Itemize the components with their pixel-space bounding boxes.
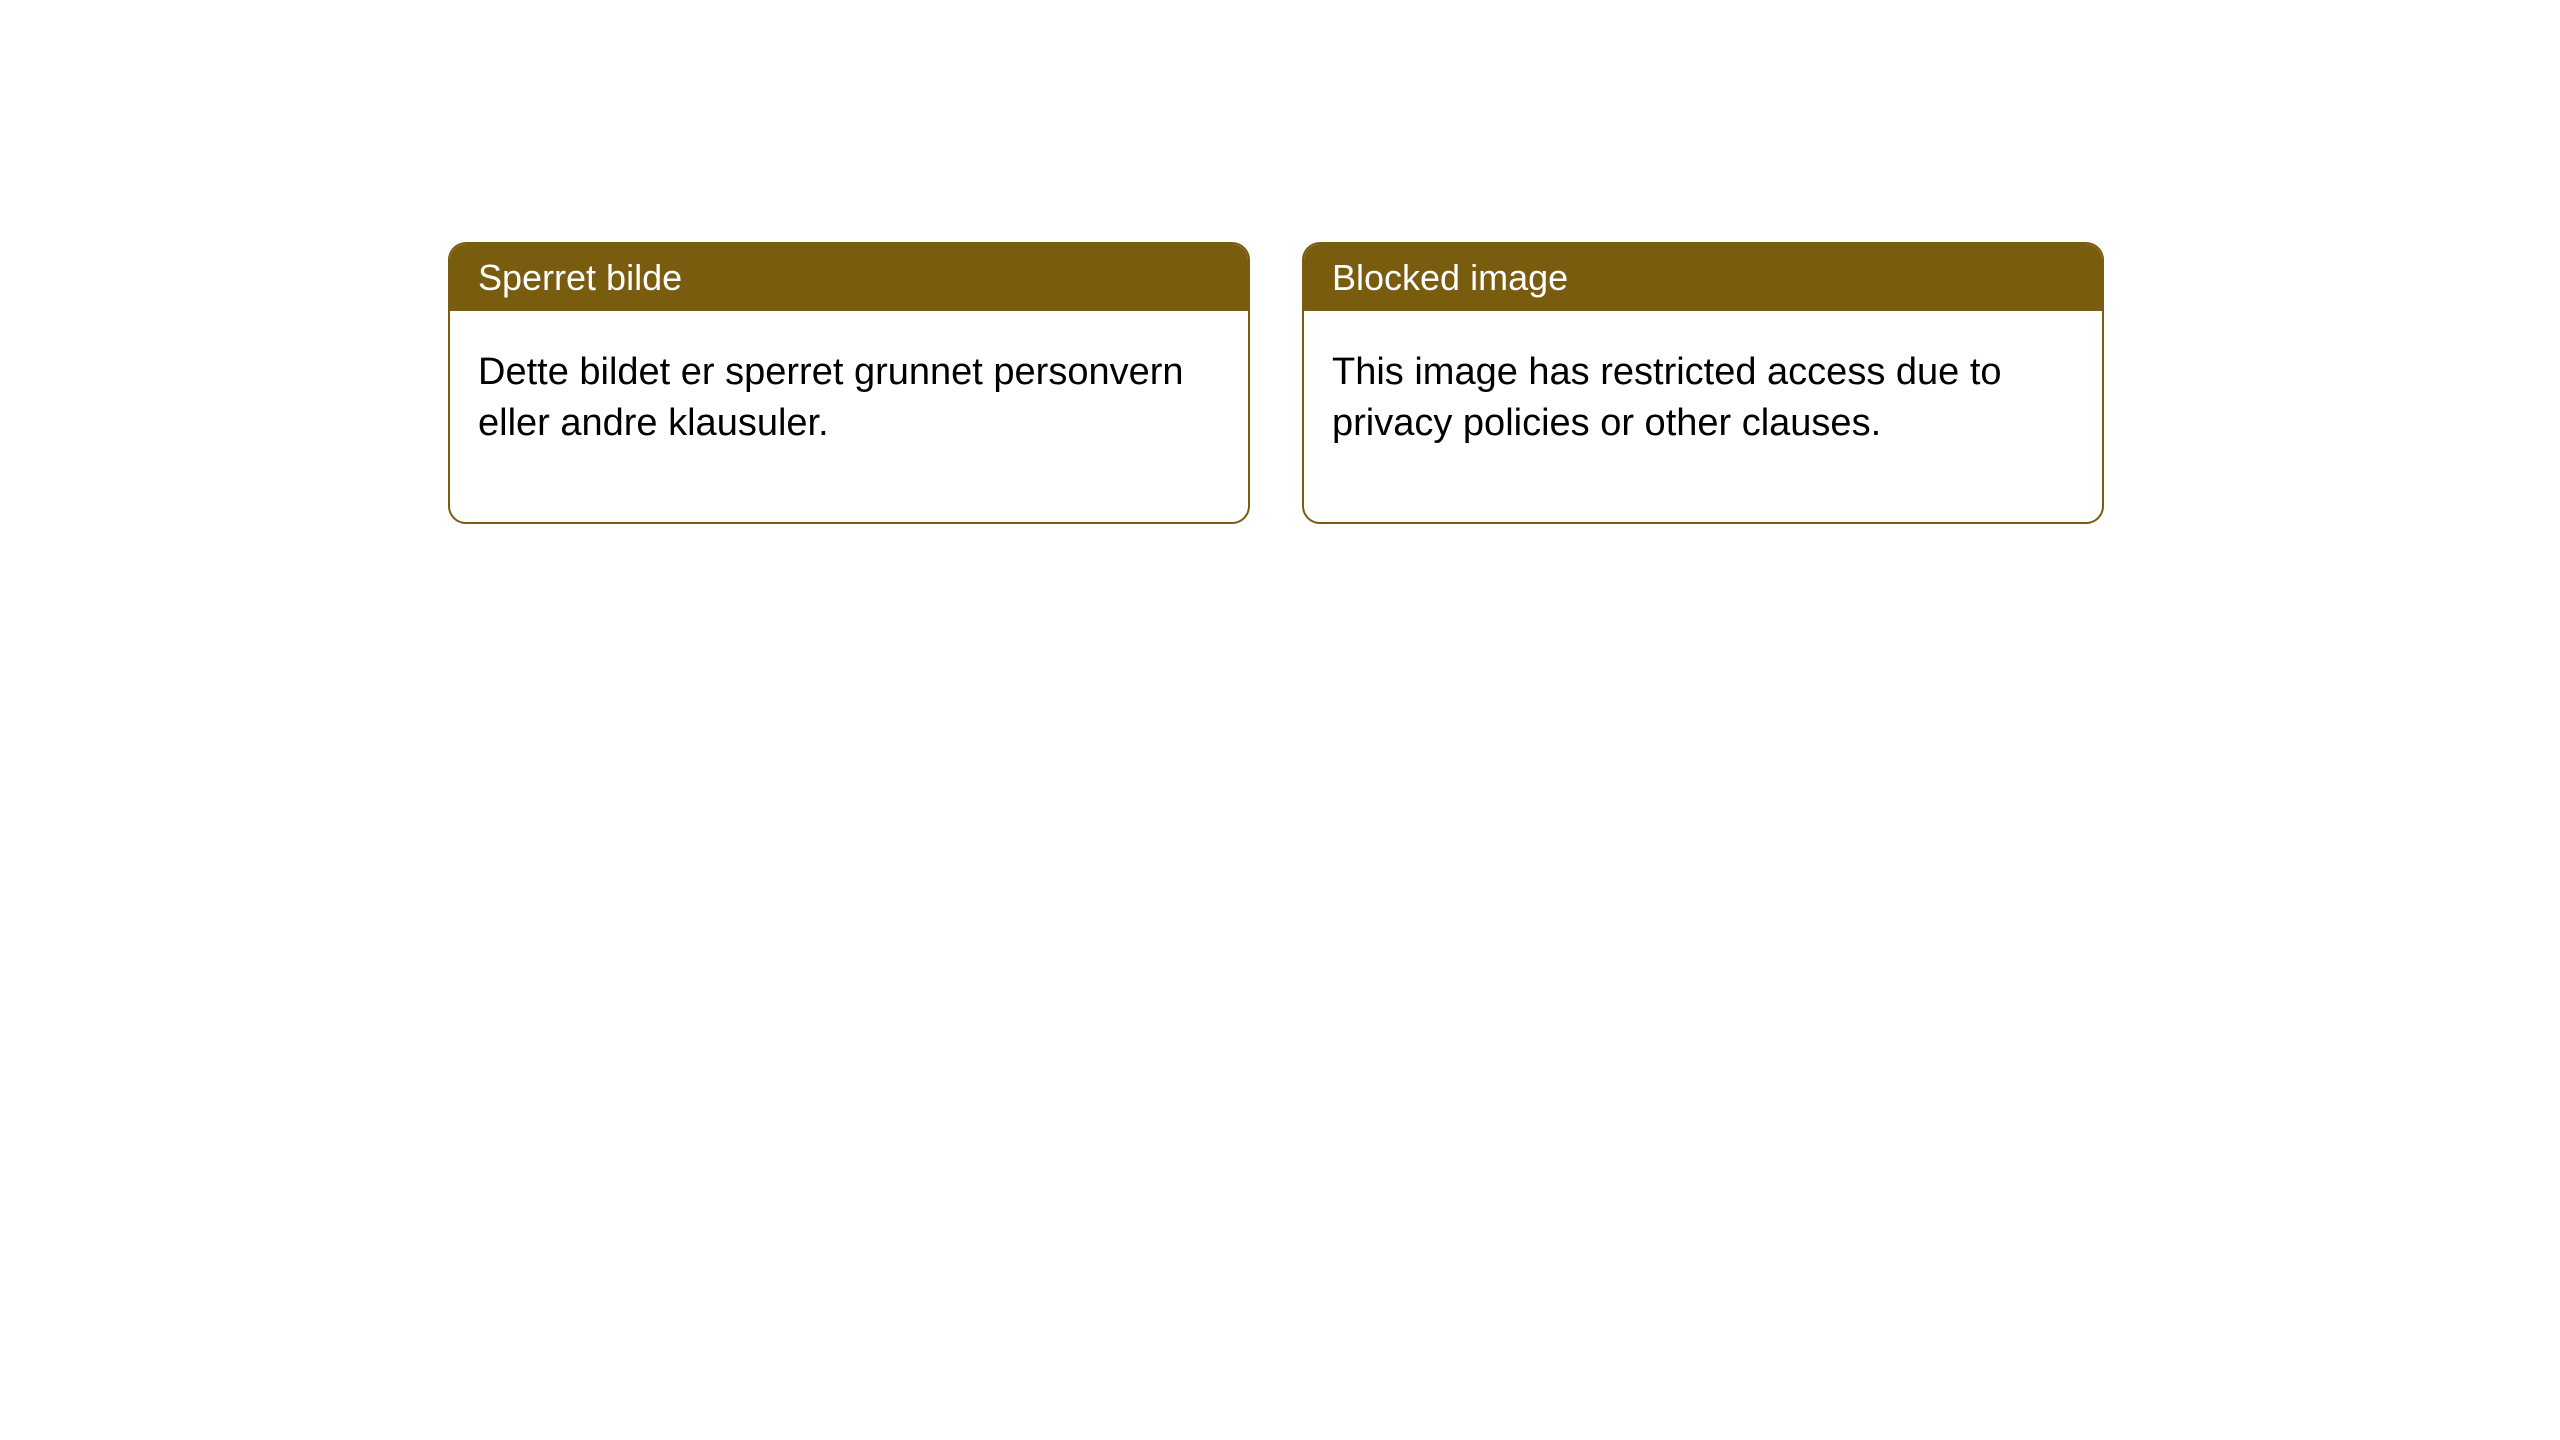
notice-header: Sperret bilde (450, 244, 1248, 311)
notice-body: This image has restricted access due to … (1304, 311, 2102, 522)
notice-box-norwegian: Sperret bilde Dette bildet er sperret gr… (448, 242, 1250, 524)
notice-box-english: Blocked image This image has restricted … (1302, 242, 2104, 524)
notice-body: Dette bildet er sperret grunnet personve… (450, 311, 1248, 522)
notice-container: Sperret bilde Dette bildet er sperret gr… (0, 0, 2560, 524)
notice-header: Blocked image (1304, 244, 2102, 311)
